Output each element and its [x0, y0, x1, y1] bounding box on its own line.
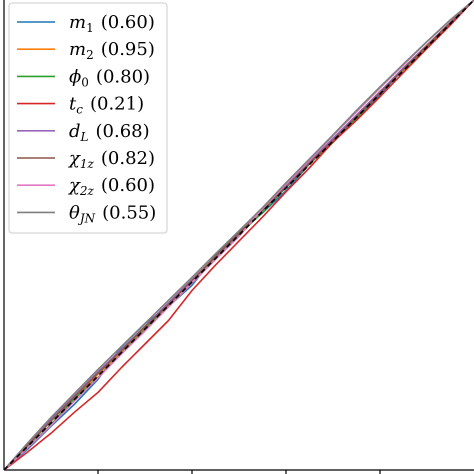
- legend-label: χ2z (0.60): [67, 175, 155, 198]
- series-lines: [3, 0, 474, 471]
- legend-label: ϕ0 (0.80): [69, 66, 150, 89]
- series-line-6: [3, 0, 474, 471]
- axes: [3, 0, 474, 474]
- series-line-4: [3, 0, 474, 471]
- legend-label: tc (0.21): [69, 94, 144, 117]
- legend-label: m1 (0.60): [69, 12, 155, 35]
- legend: m1 (0.60) m2 (0.95) ϕ0 (0.80) tc (0.21) dL (0.68)…: [8, 2, 168, 234]
- legend-label: θJN (0.55): [69, 202, 156, 225]
- series-line-8: [3, 0, 474, 471]
- legend-label: m2 (0.95): [69, 39, 155, 62]
- legend-label: dL (0.68): [69, 121, 150, 144]
- reference-line: [3, 0, 474, 471]
- legend-box: [8, 2, 168, 234]
- reference-diagonal: [3, 0, 474, 471]
- legend-label: χ1z (0.82): [67, 148, 155, 171]
